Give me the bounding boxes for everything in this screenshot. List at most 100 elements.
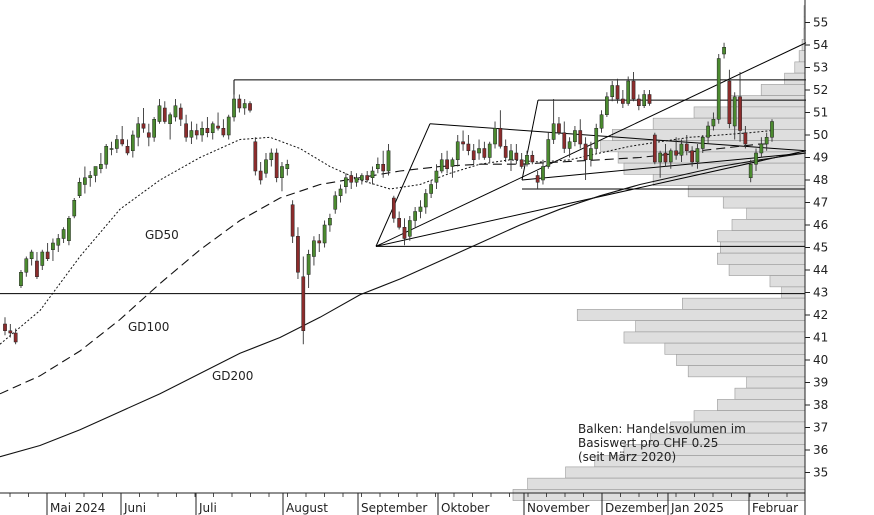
candle-body	[690, 150, 694, 163]
candle-body	[423, 193, 428, 208]
volume-bar	[682, 297, 806, 310]
candle-body	[232, 98, 236, 118]
candle-body	[407, 220, 412, 237]
candle-body	[120, 139, 125, 145]
candle-body	[306, 254, 311, 275]
volume-bar	[687, 365, 806, 378]
y-tick-label: 55	[813, 16, 828, 30]
candle-body	[8, 330, 13, 334]
candle-body	[557, 123, 561, 133]
candle-body	[146, 132, 151, 138]
candle-body	[477, 148, 481, 154]
candle-body	[285, 164, 290, 169]
y-tick-label: 36	[813, 443, 828, 457]
candle-body	[652, 134, 657, 163]
candle-body	[711, 119, 716, 127]
candle-body	[546, 139, 551, 167]
candle-body	[418, 206, 423, 212]
candle-body	[727, 80, 732, 124]
candle-body	[674, 150, 678, 156]
candle-body	[56, 238, 61, 246]
candle-body	[168, 114, 172, 124]
candle-body	[567, 141, 572, 149]
candle-body	[130, 134, 135, 151]
axes: 35 36 37 38 39 40 41 42 43 44 45 46 47 48 49 50 51 52 53 54…	[0, 0, 828, 515]
candle-body	[93, 166, 98, 176]
candle-body	[642, 94, 647, 106]
candle-body	[173, 105, 178, 118]
volume-note-line-3: (seit März 2020)	[578, 450, 676, 464]
candle-body	[738, 96, 742, 131]
x-tick-label: November	[527, 501, 589, 515]
candlesticks	[3, 42, 774, 345]
candle-body	[706, 125, 710, 138]
candle-body	[429, 184, 433, 194]
y-tick-label: 38	[813, 398, 828, 412]
y-tick-label: 44	[813, 263, 828, 277]
candle-body	[482, 148, 487, 158]
candle-body	[125, 146, 130, 154]
candle-body	[280, 166, 284, 178]
candle-body	[700, 137, 705, 149]
candle-body	[466, 143, 471, 151]
candle-body	[754, 152, 758, 165]
gd100-label: GD100	[128, 320, 169, 334]
candle-body	[104, 146, 109, 165]
trend-line	[521, 100, 539, 181]
y-tick-label: 45	[813, 241, 828, 255]
volume-bar	[717, 252, 806, 265]
y-tick-label: 37	[813, 421, 828, 435]
y-tick-label: 53	[813, 61, 828, 75]
candle-body	[349, 175, 354, 183]
x-tick-label: August	[286, 501, 328, 515]
candle-body	[615, 85, 620, 100]
candle-body	[391, 197, 396, 219]
x-tick-label: Februar	[752, 501, 798, 515]
candle-body	[88, 175, 93, 178]
volume-bar	[731, 219, 806, 231]
candle-body	[732, 96, 737, 127]
volume-note-line-1: Balken: Handelsvolumen im	[578, 422, 746, 436]
candle-body	[493, 128, 497, 145]
candle-body	[514, 152, 519, 160]
candle-body	[503, 146, 508, 158]
candle-body	[184, 123, 188, 138]
candle-body	[743, 132, 748, 145]
gd50-line	[0, 130, 773, 345]
candle-body	[296, 236, 300, 273]
candle-body	[439, 159, 444, 172]
candle-body	[716, 58, 721, 120]
candle-body	[663, 152, 668, 163]
y-tick-label: 40	[813, 353, 828, 367]
candle-body	[658, 152, 662, 163]
x-tick-label: Oktober	[441, 501, 489, 515]
gd200-line	[0, 152, 807, 458]
candle-body	[519, 159, 524, 167]
candle-body	[19, 272, 23, 286]
volume-bar	[527, 477, 806, 490]
candle-body	[317, 240, 322, 244]
candle-body	[67, 218, 71, 241]
x-tick-label: Juli	[198, 501, 217, 515]
y-tick-label: 35	[813, 466, 828, 480]
candle-body	[450, 159, 455, 167]
candle-body	[381, 164, 386, 172]
candle-body	[178, 107, 183, 120]
candle-body	[242, 103, 247, 109]
candle-body	[578, 130, 583, 145]
candle-body	[83, 177, 87, 185]
candle-body	[210, 123, 215, 133]
candle-body	[636, 98, 641, 106]
x-tick-label: Dezember	[605, 501, 667, 515]
candle-body	[226, 116, 231, 136]
candle-body	[434, 170, 439, 183]
candle-body	[455, 141, 460, 160]
candle-body	[573, 130, 577, 142]
candle-body	[162, 107, 167, 122]
x-tick-label: September	[361, 501, 427, 515]
y-tick-label: 43	[813, 286, 828, 300]
gd50-label: GD50	[145, 228, 179, 242]
candle-body	[621, 98, 625, 104]
volume-bar	[717, 230, 806, 243]
candle-body	[589, 148, 593, 160]
